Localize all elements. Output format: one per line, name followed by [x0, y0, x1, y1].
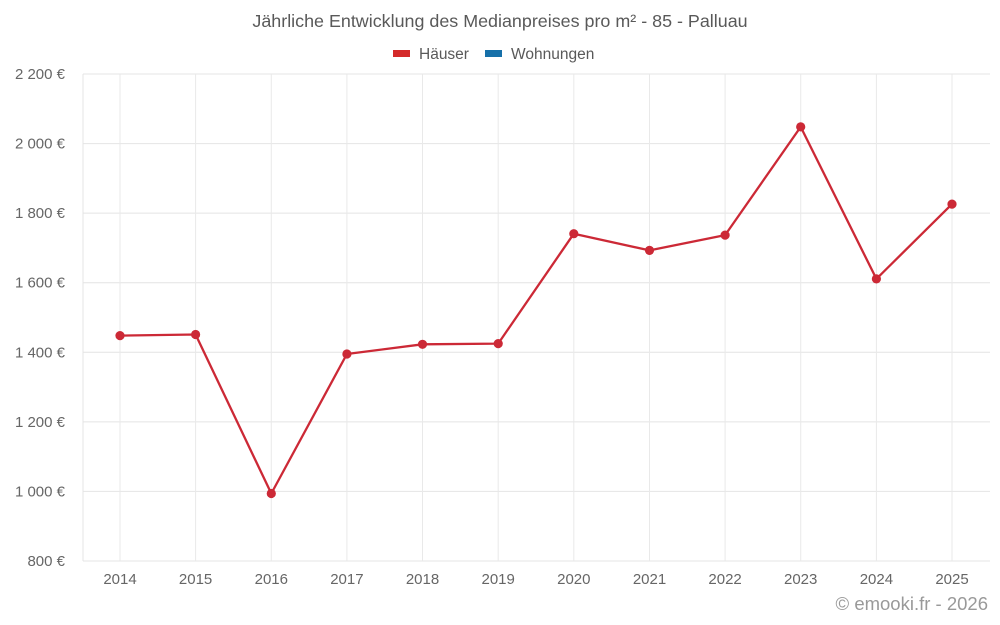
- svg-text:1 800 €: 1 800 €: [15, 205, 66, 222]
- svg-text:800 €: 800 €: [27, 553, 65, 570]
- svg-text:2015: 2015: [179, 571, 212, 588]
- svg-text:1 200 €: 1 200 €: [15, 414, 66, 431]
- svg-text:2022: 2022: [708, 571, 741, 588]
- svg-text:2 200 €: 2 200 €: [15, 66, 66, 83]
- svg-text:2023: 2023: [784, 571, 817, 588]
- svg-text:2025: 2025: [935, 571, 968, 588]
- svg-text:1 000 €: 1 000 €: [15, 483, 66, 500]
- svg-text:2 000 €: 2 000 €: [15, 136, 66, 153]
- svg-text:2018: 2018: [406, 571, 439, 588]
- svg-text:2020: 2020: [557, 571, 590, 588]
- svg-text:2024: 2024: [860, 571, 893, 588]
- svg-text:2017: 2017: [330, 571, 363, 588]
- svg-text:2021: 2021: [633, 571, 666, 588]
- svg-text:2014: 2014: [103, 571, 136, 588]
- svg-text:2016: 2016: [255, 571, 288, 588]
- svg-text:2019: 2019: [482, 571, 515, 588]
- svg-text:1 400 €: 1 400 €: [15, 344, 66, 361]
- svg-text:1 600 €: 1 600 €: [15, 275, 66, 292]
